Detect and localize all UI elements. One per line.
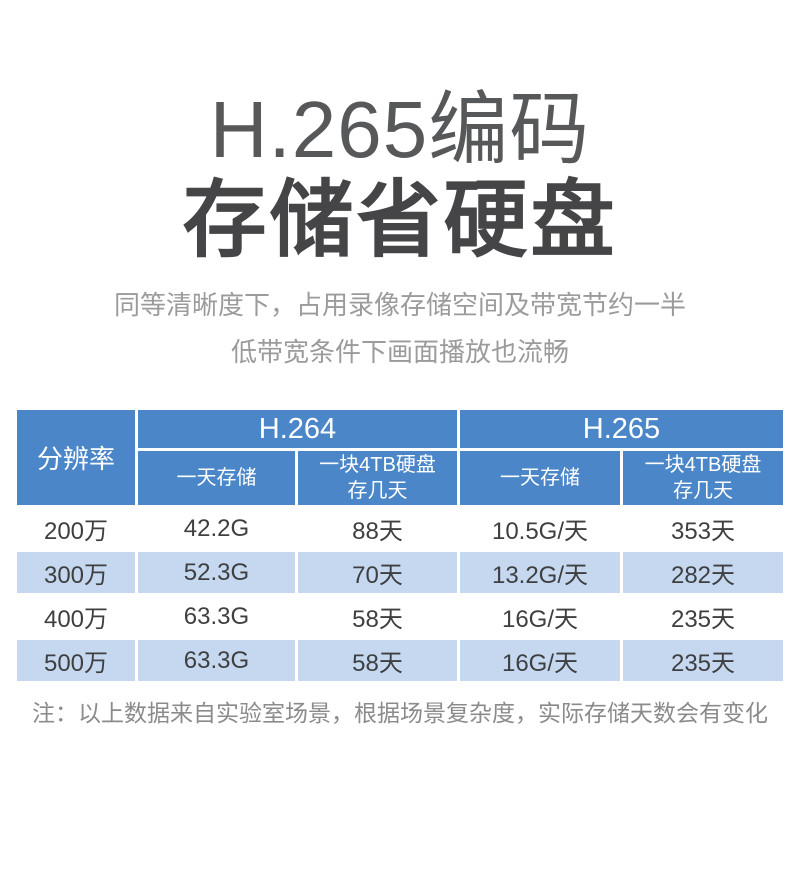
- cell-h265-4tb-days-row3: 235天: [623, 596, 783, 637]
- product-infographic-page: H.265编码 存储省硬盘 同等清晰度下，占用录像存储空间及带宽节约一半 低带宽…: [0, 86, 800, 886]
- cell-resolution-row2: 300万: [17, 552, 135, 593]
- cell-h265-4tb-days-row1: 353天: [623, 508, 783, 549]
- page-subtitle: 存储省硬盘: [182, 173, 618, 267]
- h265-daily-storage-header: 一天存储: [460, 451, 620, 505]
- cell-h265-4tb-days-row4: 235天: [623, 640, 783, 681]
- description-line2: 低带宽条件下画面播放也流畅: [230, 337, 569, 367]
- cell-h265-daily-row4: 16G/天: [460, 640, 620, 681]
- cell-h264-4tb-days-row3: 58天: [298, 596, 457, 637]
- cell-h264-daily-row2: 52.3G: [138, 552, 295, 593]
- h265-4tb-days-header-line1: 一块4TB硬盘: [644, 454, 762, 476]
- footnote-text: 注：以上数据来自实验室场景，根据场景复杂度，实际存储天数会有变化: [32, 700, 768, 726]
- h264-group-header: H.264: [138, 410, 457, 448]
- cell-h264-4tb-days-row2: 70天: [298, 552, 457, 593]
- cell-resolution-row1: 200万: [17, 508, 135, 549]
- storage-comparison-table: 分辨率 H.264 H.265 一天存储 一块4TB硬盘 存几天 一天存储 一块…: [17, 410, 783, 681]
- h265-4tb-days-header-line2: 存几天: [673, 480, 733, 502]
- cell-resolution-row3: 400万: [17, 596, 135, 637]
- h265-group-header: H.265: [460, 410, 783, 448]
- description-line1: 同等清晰度下，占用录像存储空间及带宽节约一半: [113, 290, 686, 320]
- cell-h264-daily-row4: 63.3G: [138, 640, 295, 681]
- h264-4tb-days-header-line1: 一块4TB硬盘: [319, 454, 436, 476]
- cell-h264-daily-row3: 63.3G: [138, 596, 295, 637]
- h264-daily-storage-header: 一天存储: [138, 451, 295, 505]
- cell-h265-daily-row2: 13.2G/天: [460, 552, 620, 593]
- h264-4tb-days-header-line2: 存几天: [347, 480, 408, 502]
- cell-h264-daily-row1: 42.2G: [138, 508, 295, 549]
- cell-h264-4tb-days-row1: 88天: [298, 508, 457, 549]
- cell-resolution-row4: 500万: [17, 640, 135, 681]
- resolution-column-header: 分辨率: [17, 410, 135, 505]
- h265-4tb-days-header: 一块4TB硬盘 存几天: [623, 451, 783, 505]
- cell-h264-4tb-days-row4: 58天: [298, 640, 457, 681]
- cell-h265-daily-row3: 16G/天: [460, 596, 620, 637]
- h264-4tb-days-header: 一块4TB硬盘 存几天: [298, 451, 457, 505]
- cell-h265-daily-row1: 10.5G/天: [460, 508, 620, 549]
- cell-h265-4tb-days-row2: 282天: [623, 552, 783, 593]
- page-title: H.265编码: [209, 85, 591, 174]
